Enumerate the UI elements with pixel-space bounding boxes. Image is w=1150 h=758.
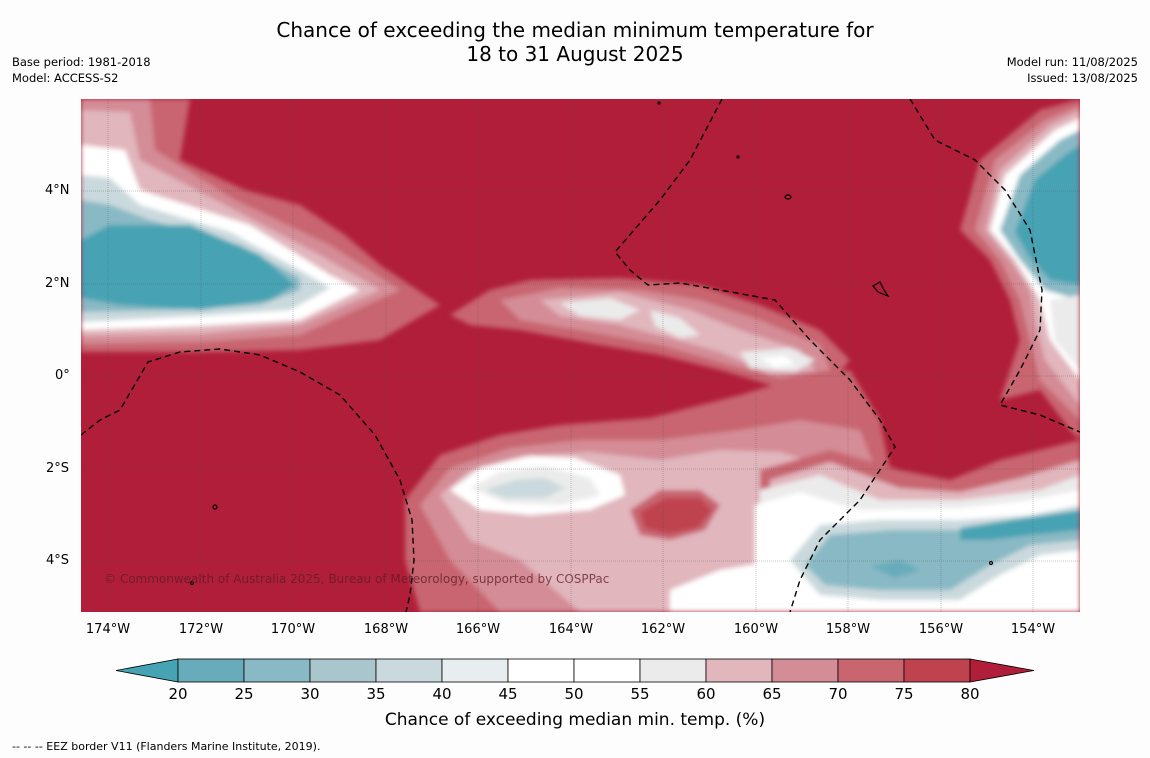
lon-label-160w: 160°W <box>733 622 779 637</box>
colorbar-tick: 60 <box>696 685 716 703</box>
colorbar-tick: 20 <box>168 685 188 703</box>
colorbar-tick: 30 <box>300 685 320 703</box>
lat-label-0: 0° <box>55 368 70 383</box>
lon-label-168w: 168°W <box>363 622 409 637</box>
colorbar-tick: 65 <box>762 685 782 703</box>
colorbar-segment <box>705 658 773 683</box>
model-run: Model run: 11/08/2025 <box>1006 55 1138 69</box>
issued-date: Issued: 13/08/2025 <box>1027 71 1138 85</box>
colorbar-segment <box>573 658 641 683</box>
colorbar-tick: 40 <box>432 685 452 703</box>
colorbar-segment <box>903 658 971 683</box>
lon-label-174w: 174°W <box>85 622 131 637</box>
colorbar-segment <box>639 658 707 683</box>
lon-label-172w: 172°W <box>178 622 224 637</box>
graticule <box>81 99 1080 612</box>
colorbar-segment <box>375 658 443 683</box>
meta-right: Model run: 11/08/2025 Issued: 13/08/2025 <box>1007 54 1138 86</box>
title-line-2: 18 to 31 August 2025 <box>466 42 684 66</box>
probability-field <box>81 99 1080 612</box>
colorbar-segment <box>441 658 509 683</box>
title-line-1: Chance of exceeding the median minimum t… <box>276 18 874 42</box>
lon-label-166w: 166°W <box>455 622 501 637</box>
colorbar-tick: 25 <box>234 685 254 703</box>
colorbar-arrow-low <box>115 658 179 683</box>
lat-label-4n: 4°N <box>45 183 70 198</box>
base-period: Base period: 1981-2018 <box>12 55 151 69</box>
colorbar-segment <box>507 658 575 683</box>
lon-label-154w: 154°W <box>1010 622 1056 637</box>
colorbar-tick: 50 <box>564 685 584 703</box>
colorbar-tick: 35 <box>366 685 386 703</box>
lon-label-156w: 156°W <box>918 622 964 637</box>
lat-label-2n: 2°N <box>45 276 70 291</box>
colorbar-tick: 45 <box>498 685 518 703</box>
lon-label-164w: 164°W <box>548 622 594 637</box>
colorbar-segment <box>771 658 839 683</box>
lon-label-170w: 170°W <box>270 622 316 637</box>
colorbar-segment <box>309 658 377 683</box>
islands <box>189 101 994 586</box>
eez-borders <box>81 99 1080 612</box>
copyright-notice: © Commonwealth of Australia 2025, Bureau… <box>104 572 610 586</box>
model-name: Model: ACCESS-S2 <box>12 71 119 85</box>
lon-label-162w: 162°W <box>640 622 686 637</box>
colorbar-tick: 55 <box>630 685 650 703</box>
colorbar-segment <box>177 658 245 683</box>
meta-left: Base period: 1981-2018 Model: ACCESS-S2 <box>12 54 151 86</box>
lat-label-2s: 2°S <box>46 461 70 476</box>
lon-label-158w: 158°W <box>825 622 871 637</box>
colorbar-segment <box>243 658 311 683</box>
lat-label-4s: 4°S <box>46 553 70 568</box>
colorbar-tick: 80 <box>960 685 980 703</box>
eez-footnote: -- -- -- EEZ border V11 (Flanders Marine… <box>12 740 321 753</box>
colorbar <box>115 658 1035 683</box>
map-title: Chance of exceeding the median minimum t… <box>0 18 1150 66</box>
colorbar-tick: 75 <box>894 685 914 703</box>
colorbar-arrow-high <box>969 658 1035 683</box>
colorbar-segment <box>837 658 905 683</box>
colorbar-title: Chance of exceeding median min. temp. (%… <box>384 710 766 730</box>
colorbar-tick: 70 <box>828 685 848 703</box>
